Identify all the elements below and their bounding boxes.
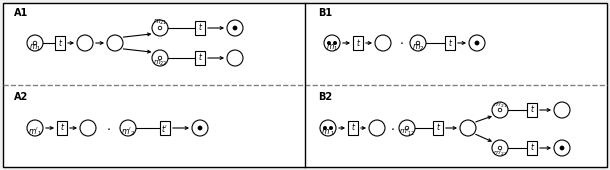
Circle shape [559,146,564,150]
Text: $m_1$: $m_1$ [326,42,338,53]
Text: t: t [356,38,359,47]
Circle shape [416,41,420,45]
Text: t: t [198,23,201,32]
Circle shape [375,35,391,51]
Circle shape [77,35,93,51]
Bar [527,141,537,155]
Circle shape [27,120,43,136]
Circle shape [120,120,136,136]
Text: $\cdot$: $\cdot$ [390,122,394,134]
Circle shape [399,120,415,136]
Bar [195,21,205,35]
Circle shape [158,26,162,30]
Circle shape [320,120,336,136]
Bar [195,51,205,65]
Circle shape [475,41,479,45]
Text: $t'$: $t'$ [162,123,168,133]
Text: t: t [437,123,439,132]
Circle shape [324,35,340,51]
Text: t: t [351,123,354,132]
Text: $m'_{21}$: $m'_{21}$ [492,100,508,110]
Text: $\cdot$: $\cdot$ [106,122,110,134]
Circle shape [152,50,168,66]
Text: $m'_1$: $m'_1$ [321,125,336,138]
Circle shape [27,35,43,51]
Circle shape [405,126,409,130]
Text: t: t [531,143,534,152]
Text: $m'_2$: $m'_2$ [121,125,135,138]
Circle shape [227,20,243,36]
Circle shape [492,140,508,156]
Circle shape [492,102,508,118]
Circle shape [198,126,203,130]
Circle shape [460,120,476,136]
Circle shape [469,35,485,51]
Circle shape [152,20,168,36]
Text: t: t [60,123,63,132]
Text: B1: B1 [318,8,332,18]
Circle shape [333,41,337,45]
Text: $\cdot$: $\cdot$ [399,37,403,49]
Bar [348,121,358,135]
Text: t: t [448,38,451,47]
Circle shape [554,140,570,156]
Text: $m_2$: $m_2$ [412,42,424,53]
Circle shape [329,126,333,130]
Text: $m'_1$: $m'_1$ [27,125,42,138]
Text: t: t [198,54,201,63]
Bar [57,121,67,135]
Text: $m_1$: $m_1$ [29,42,41,53]
Bar [160,121,170,135]
Text: t: t [531,106,534,115]
Bar [55,36,65,50]
Circle shape [498,146,502,150]
Bar [353,36,363,50]
Circle shape [80,120,96,136]
Circle shape [232,26,237,30]
Text: $m_{22}$: $m_{22}$ [152,59,167,68]
Text: $m_{21}$: $m_{21}$ [152,18,167,27]
Circle shape [498,108,502,112]
Circle shape [323,126,327,130]
Circle shape [192,120,208,136]
Circle shape [227,50,243,66]
Circle shape [369,120,385,136]
Bar [527,103,537,117]
Circle shape [410,35,426,51]
Text: A2: A2 [14,92,28,102]
Bar [433,121,443,135]
Text: A1: A1 [14,8,28,18]
Bar [445,36,455,50]
Circle shape [33,41,37,45]
Text: B2: B2 [318,92,332,102]
Circle shape [554,102,570,118]
Circle shape [107,35,123,51]
Text: $m'_{22}$: $m'_{22}$ [492,148,508,158]
Text: $m'_{12}$: $m'_{12}$ [399,127,415,138]
Circle shape [327,41,331,45]
Circle shape [158,56,162,60]
Text: t: t [59,38,62,47]
